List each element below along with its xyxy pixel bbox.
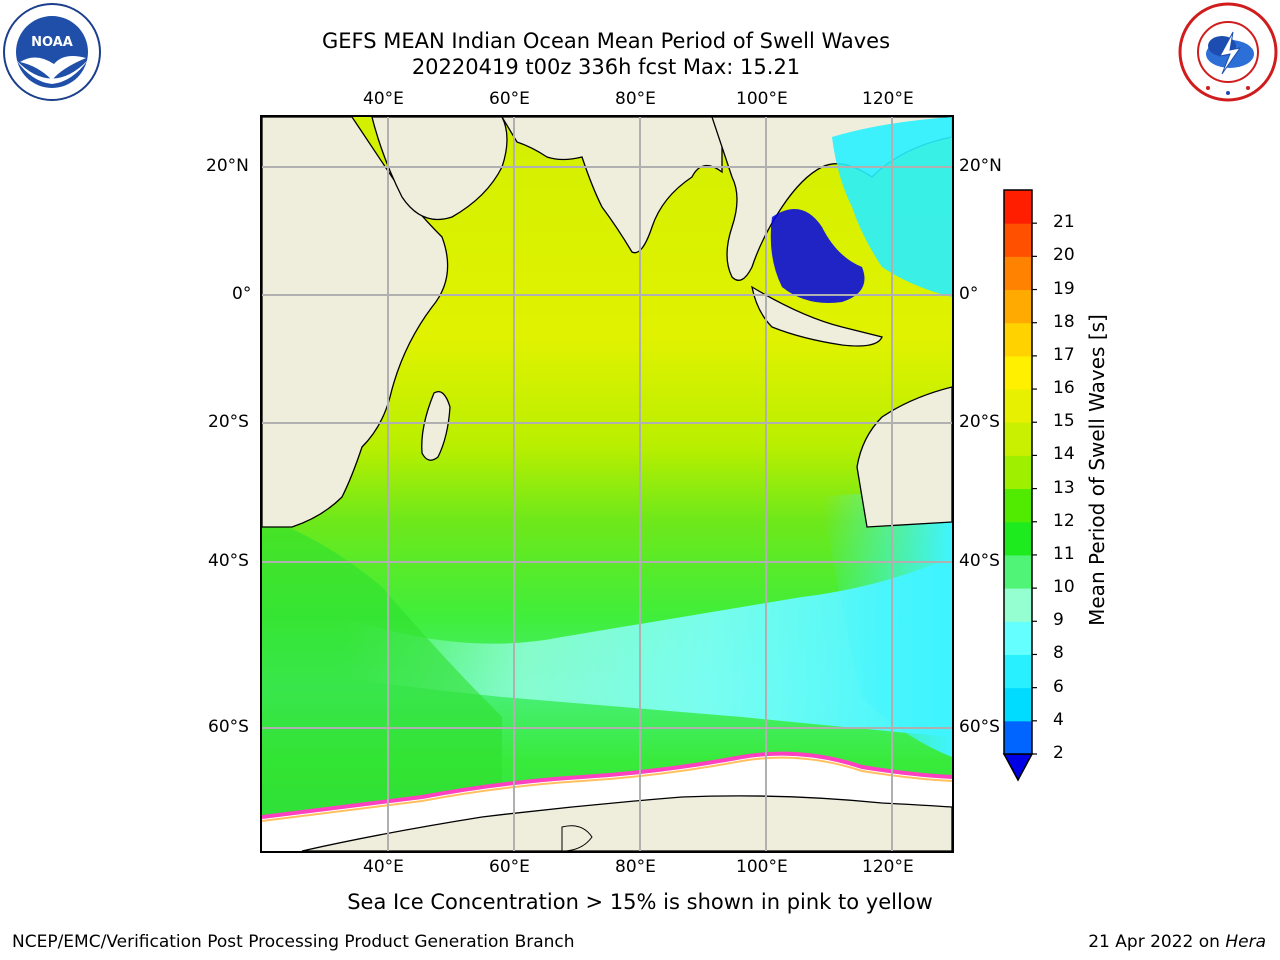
colorbar-tick-label: 2 bbox=[1053, 743, 1064, 763]
lat-label-left: 0° bbox=[232, 284, 252, 304]
lon-label-top: 100°E bbox=[736, 89, 788, 109]
sea-ice-edge-inner bbox=[262, 756, 952, 822]
date-stamp: 21 Apr 2022 on Hera bbox=[1088, 932, 1266, 952]
antarctica bbox=[301, 795, 952, 851]
chart-subtitle: 20220419 t00z 336h fcst Max: 15.21 bbox=[411, 55, 801, 79]
colorbar-swatch bbox=[1004, 190, 1032, 224]
colorbar-tick-label: 18 bbox=[1053, 311, 1075, 332]
colorbar-tick-label: 16 bbox=[1053, 378, 1075, 399]
lat-label-right: 40°S bbox=[959, 551, 1000, 571]
colorbar-swatch bbox=[1004, 521, 1032, 556]
nws-logo bbox=[1178, 2, 1278, 102]
cyan-swell-region bbox=[342, 557, 952, 737]
lat-label-right: 0° bbox=[959, 284, 979, 304]
colorbar-swatch bbox=[1004, 223, 1032, 257]
map-panel bbox=[260, 115, 954, 853]
lat-label-left: 20°N bbox=[206, 156, 249, 176]
sea-ice-edge bbox=[262, 751, 952, 819]
colorbar-label: Mean Period of Swell Waves [s] bbox=[1085, 314, 1109, 626]
colorbar-tick-label: 19 bbox=[1053, 278, 1075, 299]
graticule bbox=[262, 117, 952, 851]
colorbar-tick-label: 14 bbox=[1053, 444, 1075, 465]
colorbar-tick-label: 10 bbox=[1053, 577, 1075, 598]
colorbar-swatch bbox=[1004, 455, 1032, 490]
colorbar-swatch bbox=[1004, 588, 1032, 622]
colorbar bbox=[1000, 186, 1060, 786]
low-period-region bbox=[770, 209, 865, 303]
colorbar-tick-label: 9 bbox=[1053, 610, 1064, 631]
colorbar-tick-label: 6 bbox=[1053, 676, 1064, 697]
lat-label-left: 40°S bbox=[208, 551, 249, 571]
lon-label-top: 120°E bbox=[862, 89, 914, 109]
colorbar-swatch bbox=[1004, 554, 1032, 589]
date-text: 21 Apr 2022 on bbox=[1088, 932, 1226, 952]
sea-ice-note: Sea Ice Concentration > 15% is shown in … bbox=[347, 890, 933, 914]
lat-label-right: 20°N bbox=[959, 156, 1002, 176]
antarctic-coast-inlet bbox=[561, 825, 593, 851]
colorbar-tick-label: 20 bbox=[1053, 245, 1075, 266]
map-canvas bbox=[262, 117, 952, 851]
madagascar bbox=[421, 390, 451, 461]
colorbar-swatch bbox=[1004, 256, 1032, 291]
colorbar-swatch bbox=[1004, 621, 1032, 655]
lon-label-bottom: 80°E bbox=[615, 857, 656, 877]
colorbar-swatch bbox=[1004, 289, 1032, 324]
lon-label-bottom: 60°E bbox=[489, 857, 530, 877]
lon-label-bottom: 100°E bbox=[736, 857, 788, 877]
india-subcontinent bbox=[501, 117, 723, 254]
east-cyan-region bbox=[822, 493, 952, 757]
chart-title: GEFS MEAN Indian Ocean Mean Period of Sw… bbox=[321, 29, 891, 53]
credit-text: NCEP/EMC/Verification Post Processing Pr… bbox=[12, 932, 575, 952]
colorbar-tick-label: 21 bbox=[1053, 212, 1075, 233]
colorbar-tick-label: 17 bbox=[1053, 344, 1075, 365]
colorbar-tick-label: 12 bbox=[1053, 510, 1075, 531]
west-green-region bbox=[262, 517, 502, 817]
colorbar-swatch bbox=[1004, 422, 1032, 456]
lon-label-top: 80°E bbox=[615, 89, 656, 109]
lat-label-left: 60°S bbox=[208, 717, 249, 737]
lon-label-top: 60°E bbox=[489, 89, 530, 109]
lon-label-bottom: 40°E bbox=[363, 857, 404, 877]
noaa-logo-text: NOAA bbox=[31, 35, 73, 50]
colorbar-swatch bbox=[1004, 720, 1032, 755]
colorbar-under-extension bbox=[1002, 753, 1034, 782]
noaa-logo: NOAA bbox=[2, 2, 102, 102]
colorbar-swatch bbox=[1004, 389, 1032, 423]
colorbar-swatch bbox=[1004, 322, 1032, 357]
machine-name: Hera bbox=[1225, 932, 1266, 952]
colorbar-tick-label: 15 bbox=[1053, 411, 1075, 432]
lat-label-right: 20°S bbox=[959, 412, 1000, 432]
colorbar-tick-label: 11 bbox=[1053, 543, 1075, 564]
sumatra-java bbox=[751, 285, 883, 347]
colorbar-swatch bbox=[1004, 488, 1032, 523]
colorbar-frame bbox=[1003, 189, 1033, 755]
colorbar-tick-label: 13 bbox=[1053, 477, 1075, 498]
lon-label-top: 40°E bbox=[363, 89, 404, 109]
lon-label-bottom: 120°E bbox=[862, 857, 914, 877]
colorbar-swatch bbox=[1004, 687, 1032, 722]
colorbar-tick-label: 4 bbox=[1053, 709, 1064, 730]
colorbar-tick-label: 8 bbox=[1053, 643, 1064, 664]
lat-label-right: 60°S bbox=[959, 717, 1000, 737]
colorbar-swatch bbox=[1004, 654, 1032, 689]
lat-label-left: 20°S bbox=[208, 412, 249, 432]
colorbar-swatch bbox=[1004, 355, 1032, 390]
colorbar-ticks: 2 4 6 8 9 10 11 12 13 14 15 16 17 18 19 20 21 bbox=[1048, 0, 1088, 960]
